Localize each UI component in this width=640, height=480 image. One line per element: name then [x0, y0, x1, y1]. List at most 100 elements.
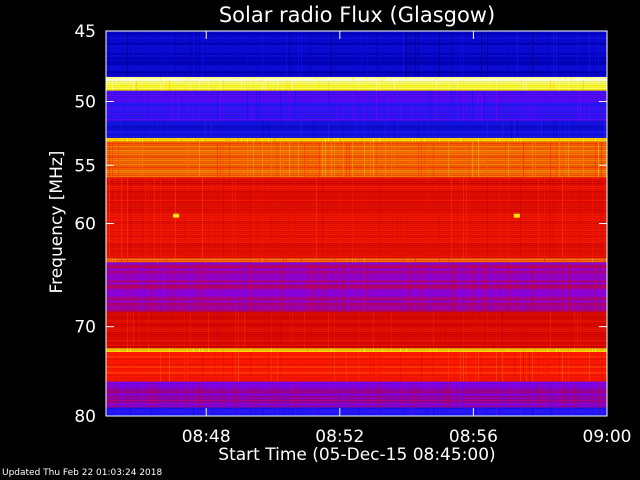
spectrum-streak — [514, 258, 515, 263]
spectrum-row — [106, 94, 607, 97]
spectrum-streak — [577, 312, 578, 349]
spectrum-streak — [424, 137, 425, 142]
spectrum-streak — [469, 177, 470, 259]
spectrum-streak — [472, 90, 473, 122]
spectrum-streak — [505, 141, 506, 178]
spectrum-streak — [409, 407, 410, 416]
spectrum-streak — [583, 81, 584, 91]
spectrum-streak — [559, 351, 560, 382]
spectrum-row — [106, 296, 607, 299]
spectrum-streak — [232, 381, 233, 408]
spectrum-streak — [487, 312, 488, 349]
spectrum-streak — [571, 76, 572, 82]
spectrum-streak — [274, 137, 275, 142]
spectrum-streak — [505, 348, 506, 352]
spectrum-streak — [409, 76, 410, 82]
spectrum-streak — [295, 407, 296, 416]
spectrum-streak — [478, 407, 479, 416]
spectrum-streak — [508, 348, 509, 352]
spectrum-streak — [427, 407, 428, 416]
spectrum-streak — [217, 141, 218, 178]
spectrum-streak — [160, 262, 161, 313]
spectrum-streak — [283, 407, 284, 416]
spectrum-streak — [109, 348, 110, 352]
spectrum-streak — [283, 141, 284, 178]
spectrum-band — [106, 258, 607, 263]
spectrum-streak — [436, 348, 437, 352]
spectrum-streak — [370, 141, 371, 178]
spectrum-streak — [460, 381, 461, 408]
spectrum-row — [106, 53, 607, 55]
spectrum-streak — [217, 81, 218, 91]
spectrum-streak — [271, 177, 272, 259]
spectrum-streak — [502, 351, 503, 382]
spectrum-row — [106, 90, 607, 93]
spectrum-streak — [265, 76, 266, 82]
spectrum-streak — [403, 137, 404, 142]
spectrum-streak — [460, 137, 461, 142]
spectrum-streak — [244, 90, 245, 122]
spectrum-streak — [424, 258, 425, 263]
spectrum-streak — [499, 407, 500, 416]
spectrum-streak — [133, 81, 134, 91]
spectrum-streak — [400, 90, 401, 122]
spectrum-streak — [379, 137, 380, 142]
spectrum-streak — [400, 381, 401, 408]
spectrum-streak — [568, 177, 569, 259]
spectrum-streak — [142, 177, 143, 259]
spectrum-streak — [148, 177, 149, 259]
spectrum-streak — [289, 90, 290, 122]
spectrum-streak — [481, 351, 482, 382]
spectrum-streak — [340, 348, 341, 352]
spectrum-streak — [196, 407, 197, 416]
spectrum-row — [106, 405, 607, 408]
spectrum-streak — [241, 312, 242, 349]
spectrum-row — [106, 409, 607, 412]
spectrum-streak — [151, 262, 152, 313]
spectrum-streak — [121, 381, 122, 408]
spectrum-streak — [205, 81, 206, 91]
spectrum-row — [106, 350, 607, 352]
spectrum-streak — [466, 351, 467, 382]
spectrum-streak — [127, 407, 128, 416]
spectrum-streak — [343, 262, 344, 313]
spectrum-streak — [241, 141, 242, 178]
spectrum-streak — [427, 76, 428, 82]
spectrum-streak — [130, 312, 131, 349]
spectrum-row — [106, 274, 607, 277]
spectrum-streak — [241, 262, 242, 313]
spectrum-streak — [526, 312, 527, 349]
spectrum-streak — [556, 121, 557, 138]
x-tick-label: 09:00 — [583, 427, 632, 447]
spectrum-streak — [172, 121, 173, 138]
spectrum-streak — [229, 141, 230, 178]
spectrum-row — [106, 59, 607, 61]
spectrum-streak — [118, 141, 119, 178]
spectrum-streak — [580, 76, 581, 82]
spectrum-streak — [286, 90, 287, 122]
spectrum-streak — [538, 177, 539, 259]
spectrum-streak — [415, 137, 416, 142]
spectrum-band — [106, 31, 607, 77]
spectrum-streak — [235, 351, 236, 382]
spectrum-row — [106, 304, 607, 307]
spectrum-streak — [490, 348, 491, 352]
spectrum-streak — [562, 76, 563, 82]
spectrum-streak — [136, 381, 137, 408]
spectrum-streak — [160, 121, 161, 138]
spectrum-streak — [502, 121, 503, 138]
spectrum-row — [106, 255, 607, 258]
spectrum-streak — [301, 351, 302, 382]
spectrum-streak — [301, 81, 302, 91]
spectrum-streak — [346, 381, 347, 408]
spectrum-streak — [448, 348, 449, 352]
spectrum-streak — [154, 137, 155, 142]
spectrum-streak — [139, 312, 140, 349]
spectrum-streak — [172, 262, 173, 313]
spectrum-row — [106, 270, 607, 273]
spectrum-streak — [112, 351, 113, 382]
spectrum-streak — [238, 312, 239, 349]
spectrum-streak — [217, 381, 218, 408]
spectrum-streak — [130, 407, 131, 416]
spectrum-row — [106, 377, 607, 380]
